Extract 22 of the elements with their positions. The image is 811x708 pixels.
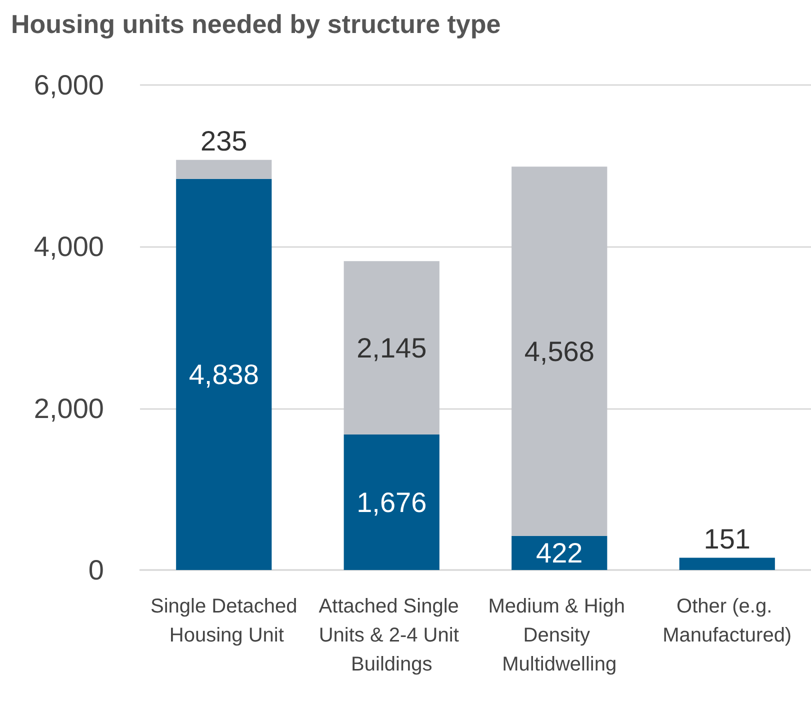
y-tick-label: 6,000 <box>34 70 104 100</box>
y-tick-label: 4,000 <box>34 231 104 262</box>
bar <box>344 261 440 435</box>
bar <box>679 558 775 570</box>
x-tick-label: Attached Single Units & 2-4 Unit Buildings <box>318 596 464 676</box>
bar <box>344 434 440 570</box>
data-label: 4,838 <box>188 358 259 390</box>
bar <box>512 166 608 536</box>
y-tick-label: 0 <box>88 554 104 586</box>
x-tick-label: Medium & High Density Multidwelling <box>488 596 631 676</box>
data-label: 151 <box>704 523 750 554</box>
data-label: 4,568 <box>524 336 594 367</box>
data-label: 422 <box>536 537 583 568</box>
chart-title: Housing units needed by structure type <box>11 9 501 39</box>
data-label: 235 <box>200 125 248 156</box>
bar <box>176 160 272 179</box>
data-label: 1,676 <box>356 486 427 518</box>
bar <box>176 178 272 570</box>
data-label: 2,145 <box>356 332 427 364</box>
x-tick-label: Single Detached Housing Unit <box>150 596 298 646</box>
y-tick-label: 2,000 <box>34 392 104 424</box>
x-tick-label: Other (e.g. Manufactured) <box>662 596 792 646</box>
